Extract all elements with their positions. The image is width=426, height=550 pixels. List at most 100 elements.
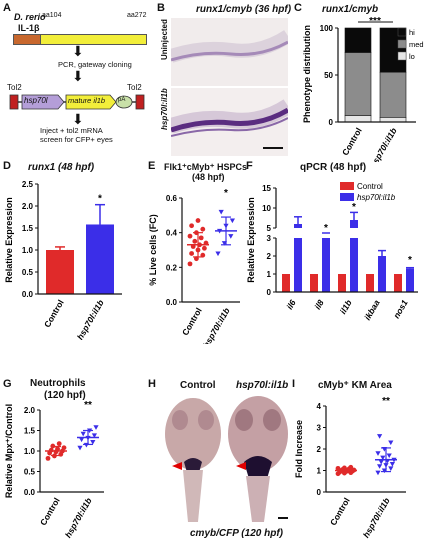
significance-marker: ** [84, 400, 92, 411]
panel-g-letter: G [3, 378, 12, 390]
tol2-right-label: Tol2 [127, 83, 142, 92]
y-axis-label: Relative Expression [4, 197, 14, 283]
significance-marker: * [98, 194, 102, 205]
polya-label: pA [118, 97, 126, 103]
y-tick-label: 10 [262, 204, 271, 213]
y-tick-label: 1.5 [22, 224, 34, 233]
data-point [61, 445, 67, 451]
construct-diagram [9, 94, 145, 110]
step-screen-label: screen for CFP+ eyes [40, 135, 113, 144]
row-uninjected-label: Uninjected [160, 19, 169, 60]
data-point [189, 223, 194, 229]
y-tick-label: 0.4 [166, 229, 178, 238]
y-axis-label: Relative Mpx⁺/Control [4, 404, 14, 498]
data-point [93, 425, 99, 430]
panel-h-letter: H [148, 378, 156, 390]
y-tick-label: 2.5 [22, 180, 34, 189]
y-tick-label: 1 [267, 270, 272, 279]
larva-treated [228, 396, 288, 522]
arrowhead-icon [236, 462, 246, 470]
data-point [389, 462, 395, 467]
panel-f-title: qPCR (48 hpf) [300, 162, 367, 173]
bar-nos1-control [394, 274, 402, 292]
legend-label-lo: lo [409, 52, 415, 61]
data-point [189, 251, 194, 256]
y-tick-label: 0.2 [166, 263, 178, 272]
panel-g-title-2: (120 hpf) [44, 390, 86, 401]
y-tick-label: 0.0 [24, 488, 36, 497]
x-tick-label: ikbaa [362, 298, 382, 322]
chart-i: 0 1 2 3 4 Fold Increase Control hsp70l:il1b ** [294, 396, 406, 539]
panel-d-letter: D [3, 160, 11, 172]
chart-g: 0.0 0.5 1.0 1.5 2.0 Relative Mpx⁺/Control Cont… [4, 400, 104, 539]
col-control-label: Control [180, 380, 216, 391]
y-tick-label: 2.0 [24, 406, 36, 415]
y-tick-label: 0.5 [24, 468, 36, 477]
x-tick-label: il8 [312, 298, 326, 311]
data-point [388, 440, 394, 446]
y-tick-label: 15 [262, 184, 271, 193]
bar-segment-med [344, 52, 372, 116]
x-tick-label: il1b [338, 298, 354, 316]
significance-marker: * [352, 202, 356, 213]
y-axis-label: Phenotype distribution [302, 25, 312, 123]
significance-marker: * [324, 223, 328, 234]
y-tick-label: 0 [267, 288, 272, 297]
y-tick-label: 3 [317, 424, 322, 433]
y-tick-label: 50 [324, 71, 333, 80]
data-point [375, 470, 381, 476]
data-point [187, 261, 193, 267]
y-tick-label: 0.0 [22, 290, 34, 299]
data-point [77, 445, 83, 451]
chart-c: 0 50 100 Phenotype distribution Control hsp70… [302, 16, 424, 162]
legend-label-treated: hsp70l:il1b [357, 193, 396, 202]
data-point [79, 437, 85, 443]
gene-prodomain-bar [13, 34, 41, 45]
x-tick-label: Control [42, 298, 66, 329]
chart-e: 0.0 0.2 0.4 0.6 % Live cells (FC) Controlhsp7… [148, 188, 240, 344]
arrow-down-icon: ⬇ [72, 68, 84, 84]
bar-control [46, 250, 74, 294]
panel-h-caption: cmyb/CFP (120 hpf) [190, 528, 283, 539]
significance-marker: *** [369, 16, 381, 27]
legend-swatch-hi [397, 27, 407, 37]
promoter-label: hsp70l [24, 96, 48, 105]
legend-swatch-lo [397, 51, 407, 61]
bar-segment-lo [379, 117, 407, 123]
chart-d: 0.0 0.5 1.0 1.5 2.0 2.5 Relative Expression Con… [4, 180, 122, 340]
data-point [348, 464, 354, 470]
y-tick-label: 0 [317, 488, 322, 497]
legend-swatch-treated [340, 193, 354, 201]
data-point [229, 218, 235, 224]
arrow-down-icon: ⬇ [72, 43, 84, 59]
arrowhead-icon [172, 462, 182, 470]
y-tick-label: 2 [267, 252, 272, 261]
panel-f-letter: F [246, 160, 253, 172]
panel-b-title: runx1/cmyb (36 hpf) [196, 4, 292, 15]
bar-il6-control [282, 274, 290, 292]
y-tick-label: 2 [317, 445, 322, 454]
data-point [56, 441, 62, 447]
y-tick-label: 0.6 [166, 194, 178, 203]
x-tick-label: hsp70l:il1b [75, 298, 106, 340]
data-point [218, 209, 224, 215]
panel-e-title-1: Flk1⁺cMyb⁺ HSPCs [164, 162, 248, 172]
data-point [378, 459, 384, 465]
data-point [228, 234, 234, 239]
legend-label-hi: hi [409, 28, 415, 37]
y-axis-label: % Live cells (FC) [148, 214, 158, 286]
y-tick-label: 1.5 [24, 427, 36, 436]
x-tick-label: Control [328, 496, 352, 527]
panel-i-title: cMyb⁺ KM Area [318, 380, 392, 391]
tol2-left-label: Tol2 [7, 83, 22, 92]
x-tick-label: hsp70l:il1b [201, 306, 232, 344]
x-tick-label: il6 [284, 298, 298, 311]
aa-end-label: aa272 [127, 12, 147, 19]
y-tick-label: 100 [320, 24, 334, 33]
x-tick-label: hsp70l:il1b [63, 496, 94, 539]
data-point [388, 466, 394, 471]
significance-marker: * [408, 255, 412, 266]
y-tick-label: 1.0 [22, 246, 34, 255]
panel-e-letter: E [148, 160, 156, 172]
legend-swatch-med [397, 39, 407, 49]
